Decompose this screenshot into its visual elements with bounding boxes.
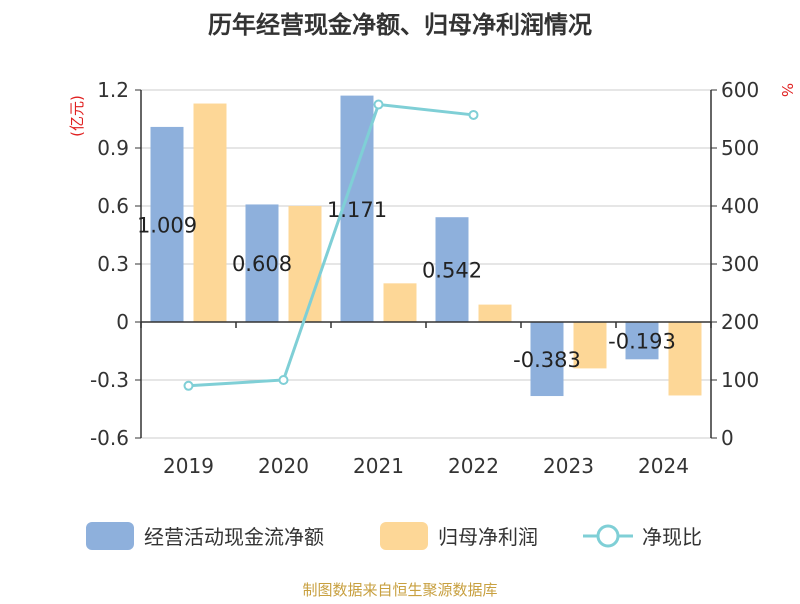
axes xyxy=(140,90,712,438)
legend: 经营活动现金流净额 归母净利润 净现比 xyxy=(86,522,702,550)
legend-label-cashflow: 经营活动现金流净额 xyxy=(144,525,324,549)
x-tick-label: 2019 xyxy=(163,454,214,478)
ratio-point[interactable] xyxy=(183,380,194,391)
bar-cashflow-2020[interactable] xyxy=(245,204,279,322)
right-tick-label: 400 xyxy=(721,194,759,218)
right-tick-label: 200 xyxy=(721,310,759,334)
left-tick-label: 0.3 xyxy=(97,252,129,276)
right-tick-label: 100 xyxy=(721,368,759,392)
bar-cashflow-2019[interactable] xyxy=(150,126,184,322)
source-note: 制图数据来自恒生聚源数据库 xyxy=(302,581,497,599)
cashflow-data-label: 0.608 xyxy=(232,252,292,276)
legend-item-ratio[interactable]: 净现比 xyxy=(583,524,702,549)
legend-label-ratio: 净现比 xyxy=(642,525,702,549)
x-axis-ticks: 2019 2020 2021 2022 2023 2024 xyxy=(163,454,689,478)
x-tick-label: 2022 xyxy=(448,454,499,478)
right-axis-label: % xyxy=(778,83,796,97)
left-tick-label: 1.2 xyxy=(97,78,129,102)
left-axis-label: (亿元) xyxy=(68,95,86,137)
right-tick-label: 300 xyxy=(721,252,759,276)
right-tick-label: 500 xyxy=(721,136,759,160)
legend-swatch-netprofit xyxy=(380,522,428,550)
bar-cashflow-2023[interactable] xyxy=(530,322,564,397)
bar-netprofit-2023[interactable] xyxy=(573,322,607,369)
cashflow-data-label: 1.009 xyxy=(137,213,197,237)
ratio-point[interactable] xyxy=(468,109,479,120)
right-axis-ticks: 600 500 400 300 200 100 0 xyxy=(711,78,759,450)
cashflow-data-label: 1.171 xyxy=(327,198,387,222)
left-tick-label: -0.6 xyxy=(90,426,129,450)
cashflow-data-label: 0.542 xyxy=(422,259,482,283)
left-tick-label: 0 xyxy=(116,310,129,334)
chart-title: 历年经营现金净额、归母净利润情况 xyxy=(208,11,592,39)
legend-swatch-cashflow xyxy=(86,522,134,550)
bar-netprofit-2020[interactable] xyxy=(288,206,322,322)
x-tick-label: 2021 xyxy=(353,454,404,478)
left-tick-label: 0.6 xyxy=(97,194,129,218)
ratio-line xyxy=(183,99,479,391)
cashflow-data-label: -0.383 xyxy=(513,348,581,372)
legend-item-netprofit[interactable]: 归母净利润 xyxy=(380,522,538,550)
left-axis-ticks: 1.2 0.9 0.6 0.3 0 -0.3 -0.6 xyxy=(90,78,141,450)
bar-netprofit-2021[interactable] xyxy=(383,283,417,322)
ratio-line-path xyxy=(188,102,474,388)
cashflow-data-label: -0.193 xyxy=(608,330,676,354)
right-tick-label: 0 xyxy=(721,426,734,450)
x-tick-label: 2020 xyxy=(258,454,309,478)
legend-label-netprofit: 归母净利润 xyxy=(438,525,538,549)
bar-cashflow-2024[interactable] xyxy=(625,322,659,360)
x-tick-label: 2024 xyxy=(638,454,689,478)
bars xyxy=(150,95,702,397)
x-tick-label: 2023 xyxy=(543,454,594,478)
left-tick-label: -0.3 xyxy=(90,368,129,392)
bar-cashflow-2022[interactable] xyxy=(435,217,469,322)
left-tick-label: 0.9 xyxy=(97,136,129,160)
data-labels: 1.009 0.608 1.171 0.542 -0.383 -0.193 xyxy=(137,198,676,372)
legend-swatch-ratio-marker xyxy=(596,524,620,548)
bar-netprofit-2024[interactable] xyxy=(668,322,702,396)
right-tick-label: 600 xyxy=(721,78,759,102)
bar-netprofit-2019[interactable] xyxy=(193,103,227,323)
ratio-point[interactable] xyxy=(278,375,289,385)
ratio-point[interactable] xyxy=(373,99,384,110)
legend-item-cashflow[interactable]: 经营活动现金流净额 xyxy=(86,522,324,550)
bar-netprofit-2022[interactable] xyxy=(478,304,512,322)
